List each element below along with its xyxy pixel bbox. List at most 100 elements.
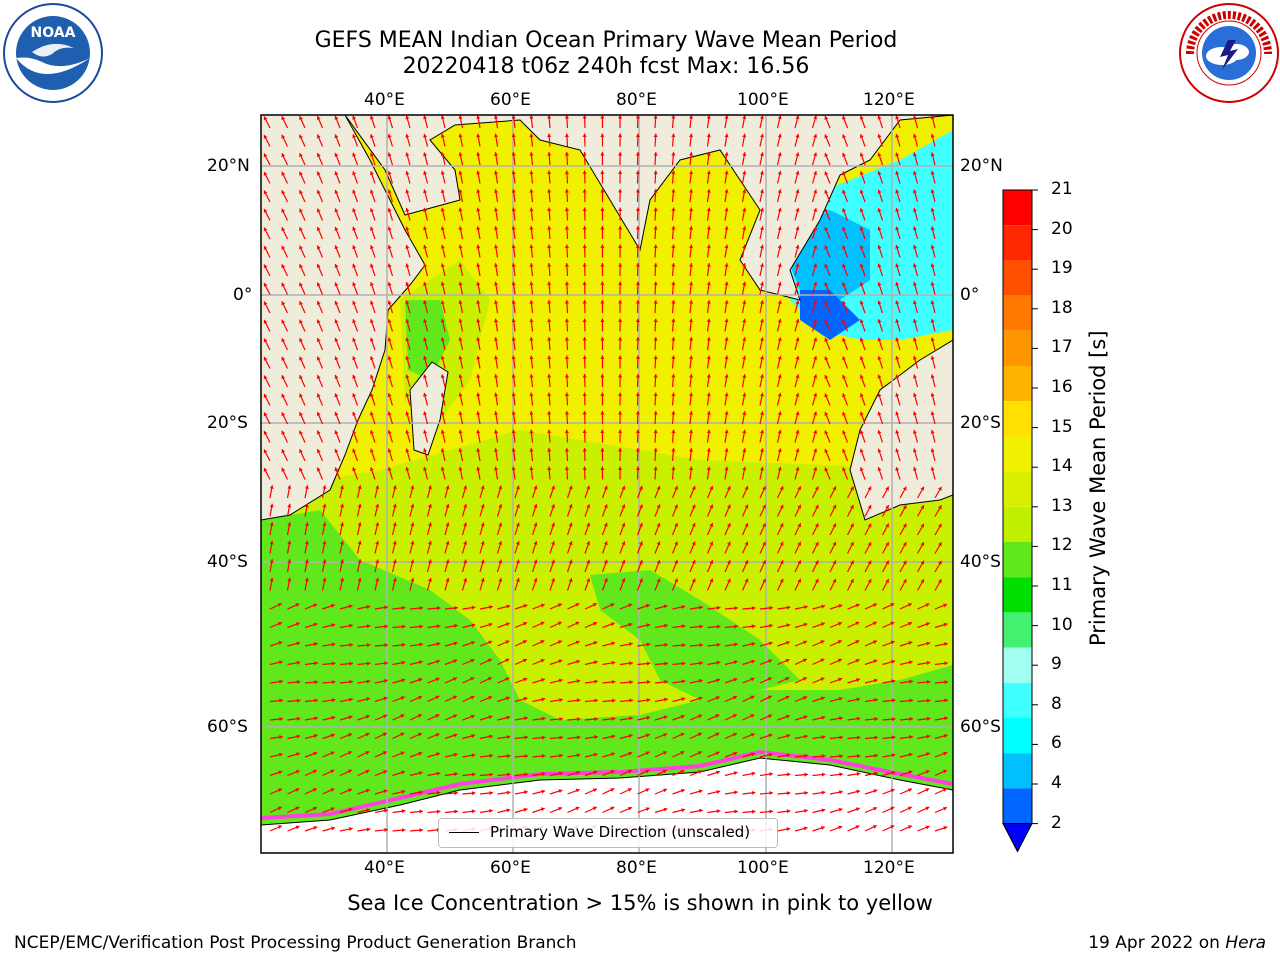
wave-arrow-head [855,640,860,644]
wave-arrow-head [564,448,569,452]
wave-arrow-head [680,751,685,755]
wave-arrow-head [316,338,321,342]
wave-arrow-head [813,245,818,249]
wave-arrow-head [471,772,476,777]
wave-arrow-head [440,429,445,434]
wave-arrow-head [639,504,643,509]
wave-arrow-head [681,679,686,684]
wave-arrow-head [656,559,661,564]
wave-arrow-head [930,133,935,138]
wave-arrow-head [600,429,605,433]
wave-arrow-head [476,133,481,138]
wave-arrow-head [874,697,878,703]
wave-arrow-head [387,411,392,416]
wave-arrow-head [891,770,896,775]
wave-arrow-head [699,643,703,648]
wave-arrow-head [912,411,917,416]
wave-arrow-head [458,300,463,305]
wave-arrow-head [480,541,485,545]
wave-arrow-head [786,827,791,832]
wave-arrow-head [296,698,301,703]
wave-arrow-head [891,698,896,703]
wave-arrow-head [458,281,463,286]
wave-arrow-head [369,115,374,120]
wave-arrow-head [627,788,632,792]
wave-arrow-head [762,541,766,546]
wave-arrow-head [375,485,380,490]
wave-arrow-head [592,788,597,793]
wave-arrow-head [445,559,450,564]
wave-arrow-head [348,827,353,832]
wave-arrow-head [458,189,463,194]
wave-arrow-head [582,448,587,452]
wave-arrow-head [453,733,458,738]
wave-arrow-head [699,605,703,610]
wave-arrow-head [814,578,819,583]
wave-arrow-head [635,318,640,323]
wave-arrow-head [299,264,303,269]
wave-arrow-head [547,411,552,415]
wave-arrow-head [908,770,913,775]
wave-arrow-head [445,540,450,545]
wave-arrow-head [859,411,864,416]
wave-arrow-head [671,133,676,138]
wave-arrow-head [744,578,749,583]
wave-arrow-head [471,791,476,796]
wave-arrow-head [877,319,882,324]
wave-arrow-head [769,623,773,628]
wave-arrow-head [331,680,336,685]
wave-arrow-head [925,770,930,774]
wave-arrow-head [646,680,651,685]
wave-arrow-head [401,624,406,629]
wave-arrow-head [564,411,569,415]
wave-arrow-head [795,411,800,416]
wave-arrow-head [458,355,463,360]
wave-arrow-head [890,788,895,793]
wave-arrow-head [653,318,658,323]
wave-arrow-head [744,486,749,491]
wave-arrow-head [480,522,485,527]
wave-arrow-head [930,466,935,471]
wave-arrow-head [895,374,900,379]
wave-arrow-head [558,771,563,776]
wave-arrow-head [895,337,900,342]
wave-arrow-head [334,282,339,287]
wave-arrow-head [733,660,738,665]
wave-arrow-head [523,604,528,609]
wave-arrow-head [279,717,283,722]
wave-arrow-head [600,226,605,230]
wave-arrow-head [387,263,392,268]
wave-arrow-head [586,522,591,527]
wave-arrow-head [493,392,499,397]
wave-arrow-head [813,356,818,360]
wave-arrow-head [912,115,917,120]
wave-arrow-head [838,621,842,626]
wave-arrow-head [742,448,747,452]
wave-arrow-head [405,171,410,175]
wave-arrow-head [331,715,336,720]
lon-label: 60°E [490,858,531,878]
wave-arrow-head [533,485,538,490]
wave-arrow-head [463,577,468,582]
wave-arrow-head [777,355,782,360]
wave-arrow-head [529,448,534,452]
wave-arrow-head [751,606,756,611]
wave-arrow-head [263,449,268,454]
wave-arrow-head [706,281,711,286]
wave-arrow-head [316,412,321,416]
wave-arrow-head [930,318,935,323]
wave-arrow-head [304,559,309,564]
wave-arrow-head [515,504,520,508]
wave-arrow-head [885,505,889,510]
sea-ice-edge [261,749,953,820]
wave-arrow-head [387,319,392,323]
wave-arrow-head [603,485,608,490]
wave-arrow-head [671,411,676,415]
wave-arrow-head [423,392,428,397]
wave-arrow-head [330,788,335,792]
wave-arrow-head [458,170,463,175]
wave-arrow-head [759,429,765,434]
wave-arrow-head [505,658,510,663]
wave-arrow-head [895,152,900,157]
wave-arrow-head [877,282,882,287]
